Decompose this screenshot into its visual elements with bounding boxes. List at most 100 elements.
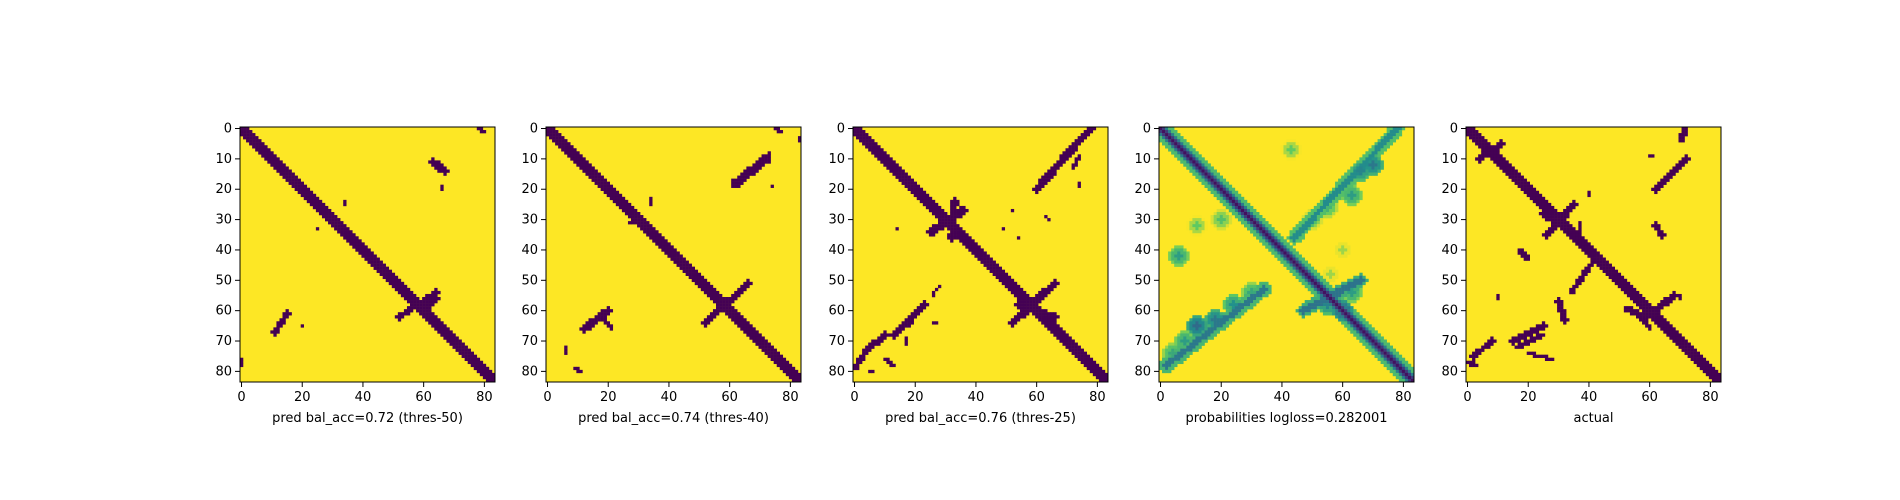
heatmap-cell	[321, 215, 326, 219]
heatmap-cell	[712, 290, 717, 295]
heatmap-cell	[1204, 324, 1208, 328]
heatmap-cell	[1059, 330, 1063, 334]
heatmap-cell	[758, 333, 762, 337]
heatmap-cell	[1244, 221, 1248, 225]
heatmap-cell	[889, 360, 893, 365]
heatmap-cell	[428, 309, 432, 313]
heatmap-cell	[880, 154, 884, 158]
heatmap-cell	[649, 196, 653, 201]
heatmap-cell	[328, 218, 332, 222]
heatmap-cell	[1608, 263, 1612, 267]
heatmap-cell	[1535, 193, 1540, 198]
heatmap-cell	[1359, 287, 1363, 292]
heatmap-cell	[1557, 309, 1561, 313]
heatmap-cell	[743, 281, 747, 286]
heatmap-cell	[1490, 154, 1494, 158]
y-tick-label: 20	[215, 182, 232, 197]
heatmap-cell	[1678, 139, 1682, 143]
heatmap-cell	[1050, 321, 1054, 325]
heatmap-cell	[752, 330, 756, 334]
heatmap-cell	[1026, 300, 1030, 304]
heatmap-cell	[1041, 287, 1045, 292]
heatmap-cell	[643, 221, 647, 225]
heatmap-cell	[1259, 290, 1263, 295]
heatmap-cell	[649, 230, 653, 234]
heatmap-cell	[1380, 148, 1384, 152]
heatmap-cell	[758, 163, 762, 167]
heatmap-cell	[609, 187, 614, 191]
heatmap-cell	[1319, 309, 1324, 313]
heatmap-cell	[1356, 169, 1360, 173]
heatmap-cell	[467, 351, 471, 355]
heatmap-cell	[609, 309, 614, 313]
heatmap-cell	[1672, 166, 1676, 170]
heatmap-cell	[1023, 312, 1027, 316]
heatmap-cell	[1335, 290, 1339, 295]
heatmap-cell	[1380, 151, 1384, 155]
heatmap-cell	[1231, 208, 1236, 213]
heatmap-cell	[731, 306, 735, 310]
heatmap-cell	[1283, 242, 1287, 246]
heatmap-cell	[1289, 142, 1293, 146]
heatmap-cell	[904, 172, 908, 176]
heatmap-cell	[1183, 345, 1187, 349]
heatmap-cell	[986, 263, 990, 267]
heatmap-cell	[1386, 345, 1390, 349]
heatmap-cell	[1347, 324, 1351, 328]
heatmap-cell	[328, 215, 332, 219]
heatmap-cell	[1584, 248, 1588, 252]
heatmap-cell	[273, 333, 277, 337]
heatmap-cell	[1304, 309, 1308, 313]
heatmap-cell	[1347, 293, 1351, 298]
heatmap-cell	[1253, 212, 1257, 216]
heatmap-cell	[773, 351, 777, 355]
heatmap-cell	[722, 297, 726, 301]
heatmap-cell	[1353, 163, 1357, 167]
heatmap-cell	[974, 242, 978, 246]
heatmap-cell	[1362, 275, 1366, 280]
heatmap-cell	[761, 336, 765, 340]
heatmap-cell	[1669, 330, 1673, 334]
heatmap-cell	[1262, 227, 1266, 231]
heatmap-cell	[1563, 309, 1567, 313]
heatmap-cell	[1186, 339, 1190, 343]
heatmap-cell	[1295, 230, 1299, 234]
heatmap-cell	[1198, 215, 1202, 219]
heatmap-cell	[1541, 327, 1546, 331]
heatmap-cell	[1636, 303, 1640, 307]
heatmap-cell	[1013, 284, 1018, 289]
heatmap-cell	[1050, 318, 1054, 322]
heatmap-cell	[1225, 190, 1230, 195]
heatmap-cell	[712, 287, 717, 292]
heatmap-cell	[1162, 348, 1166, 352]
heatmap-cell	[1526, 190, 1530, 195]
heatmap-cell	[1083, 354, 1087, 358]
heatmap-cell	[391, 281, 396, 286]
heatmap-cell	[1374, 169, 1378, 173]
heatmap-cell	[950, 202, 954, 207]
heatmap-cell	[703, 321, 708, 325]
heatmap-cell	[410, 303, 414, 307]
heatmap-cell	[755, 333, 759, 337]
heatmap-cell	[931, 224, 936, 228]
heatmap-cell	[785, 372, 790, 377]
heatmap-cell	[1636, 309, 1640, 313]
heatmap-cell	[856, 133, 860, 137]
heatmap-cell	[1380, 339, 1384, 343]
heatmap-cell	[1554, 215, 1558, 219]
heatmap-cell	[1307, 227, 1312, 231]
heatmap-cell	[1356, 166, 1360, 170]
heatmap-cell	[1277, 236, 1281, 240]
heatmap-cell	[321, 208, 326, 213]
heatmap-cell	[1557, 224, 1561, 228]
y-tick-label: 30	[1134, 213, 1151, 228]
heatmap-cell	[621, 205, 626, 210]
heatmap-cell	[1547, 212, 1552, 216]
heatmap-cell	[631, 205, 635, 210]
heatmap-cell	[734, 297, 738, 301]
heatmap-cell	[640, 221, 644, 225]
heatmap-cell	[1198, 321, 1202, 325]
heatmap-cell	[394, 287, 399, 292]
heatmap-cell	[782, 366, 787, 371]
heatmap-cell	[886, 163, 890, 167]
